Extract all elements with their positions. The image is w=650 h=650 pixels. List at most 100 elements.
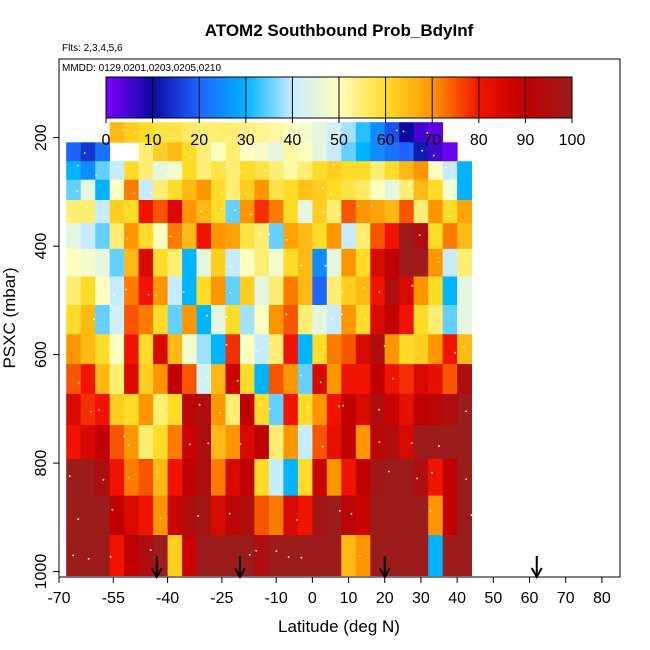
heatmap-cell <box>399 305 415 335</box>
sample-dot <box>207 442 210 445</box>
heatmap-cell <box>457 161 472 180</box>
colorbar-swatch <box>278 77 281 118</box>
heatmap-cell <box>428 535 444 577</box>
sample-dot <box>341 290 343 293</box>
sample-dot <box>306 406 308 409</box>
heatmap-cell <box>312 459 328 496</box>
colorbar-swatch <box>232 77 235 118</box>
heatmap-cell <box>413 364 429 395</box>
colorbar-swatch <box>160 77 163 118</box>
sample-dot <box>396 129 398 132</box>
colorbar-swatch <box>568 77 571 118</box>
sample-dot <box>219 412 222 414</box>
x-tick-label: -55 <box>102 590 125 607</box>
heatmap-cell <box>457 393 472 426</box>
heatmap-cell <box>211 200 226 224</box>
heatmap-cell <box>370 248 386 277</box>
colorbar-swatch <box>158 77 161 118</box>
heatmap-cell <box>240 179 255 201</box>
colorbar-swatch <box>242 77 245 118</box>
colorbar-swatch <box>142 77 145 118</box>
colorbar-swatch <box>252 77 255 118</box>
colorbar-swatch <box>364 77 367 118</box>
heatmap-cell <box>124 459 139 496</box>
heatmap-cell <box>442 276 458 306</box>
sample-dot <box>300 556 303 559</box>
heatmap-cell <box>153 276 168 306</box>
colorbar-swatch <box>550 77 553 118</box>
heatmap-cell <box>442 142 458 162</box>
colorbar-swatch <box>566 77 569 118</box>
heatmap-cell <box>240 495 255 536</box>
colorbar-swatch <box>468 77 471 118</box>
heatmap-cell <box>355 161 371 180</box>
heatmap-cell <box>355 276 371 306</box>
heatmap-cell <box>109 161 125 180</box>
colorbar-swatch <box>312 77 315 118</box>
colorbar-swatch <box>454 77 457 118</box>
colorbar-swatch <box>386 77 389 118</box>
colorbar-swatch <box>222 77 225 118</box>
colorbar-swatch <box>140 77 143 118</box>
heatmap-cell <box>196 122 212 143</box>
colorbar-swatch <box>210 77 213 118</box>
heatmap-cell <box>283 425 299 460</box>
heatmap-cell <box>384 393 400 426</box>
sample-dot <box>416 477 419 480</box>
heatmap-cell <box>413 223 429 250</box>
colorbar-swatch <box>216 77 219 118</box>
sample-dot <box>125 288 127 291</box>
heatmap-cell <box>254 223 270 250</box>
heatmap-cell <box>138 425 154 460</box>
colorbar-swatch <box>218 77 221 118</box>
heatmap-cell <box>355 459 371 496</box>
colorbar-swatch <box>120 77 123 118</box>
heatmap-cell <box>138 200 154 224</box>
sample-dot <box>383 345 386 347</box>
sample-dot <box>72 554 75 557</box>
colorbar-swatch <box>188 77 191 118</box>
colorbar-swatch <box>570 77 573 118</box>
sample-dots <box>68 129 473 560</box>
sample-dot <box>429 510 432 513</box>
heatmap-cell <box>182 305 197 335</box>
heatmap-cell <box>428 122 444 143</box>
sample-dot <box>160 408 163 411</box>
colorbar-swatch <box>348 77 351 118</box>
heatmap-cell <box>66 179 82 201</box>
heatmap-cell <box>225 248 241 277</box>
sample-dot <box>156 471 159 473</box>
heatmap-cell <box>196 161 212 180</box>
heatmap-cell <box>355 142 371 162</box>
sample-dot <box>123 435 125 438</box>
heatmap-cell <box>138 179 154 201</box>
heatmap-cell <box>124 122 139 143</box>
heatmap-cell <box>457 535 472 577</box>
heatmap-cell <box>312 364 328 395</box>
heatmap-cell <box>109 535 125 577</box>
heatmap-cell <box>384 425 400 460</box>
sample-dot <box>356 205 359 208</box>
heatmap-cell <box>196 459 212 496</box>
colorbar-swatch <box>434 77 437 118</box>
heatmap-cell <box>457 364 472 395</box>
heatmap-cell <box>211 179 226 201</box>
colorbar-swatch <box>286 77 289 118</box>
heatmap-cell <box>297 200 313 224</box>
colorbar-swatch <box>354 77 357 118</box>
colorbar-swatch <box>554 77 557 118</box>
sample-dot <box>165 234 168 237</box>
sample-dot <box>248 554 251 556</box>
y-tick-label: 400 <box>33 233 50 260</box>
colorbar-swatch <box>164 77 167 118</box>
colorbar-swatch <box>558 77 561 118</box>
heatmap-cell <box>442 364 458 395</box>
colorbar-tick-label: 70 <box>423 132 441 149</box>
heatmap-cell <box>297 161 313 180</box>
sample-dot <box>150 192 153 195</box>
heatmap-cell <box>326 142 342 162</box>
colorbar-swatch <box>482 77 485 118</box>
sample-dot <box>87 557 90 560</box>
colorbar-swatch <box>318 77 321 118</box>
heatmap-cell <box>66 425 82 460</box>
